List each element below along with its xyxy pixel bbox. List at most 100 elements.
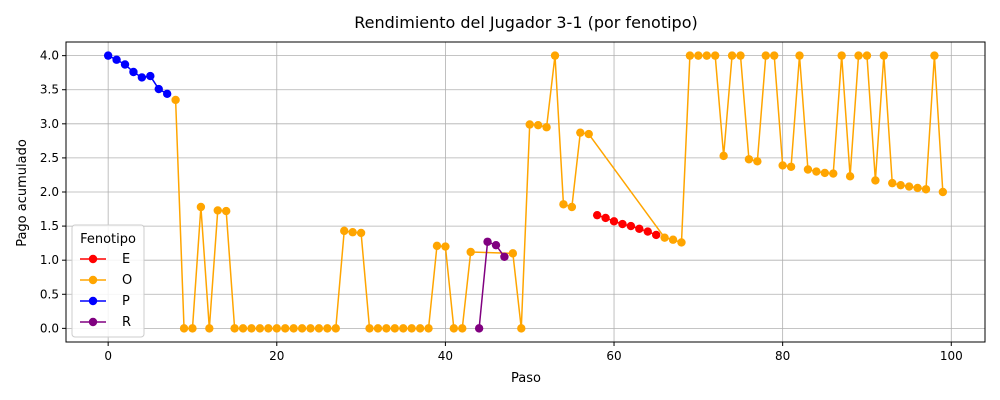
data-point-O bbox=[314, 324, 324, 333]
data-point-O bbox=[382, 324, 391, 333]
legend-label: O bbox=[122, 273, 132, 288]
data-point-O bbox=[542, 123, 551, 132]
data-point-O bbox=[786, 162, 796, 171]
series-R bbox=[474, 237, 509, 333]
data-point-O bbox=[365, 324, 374, 333]
data-point-O bbox=[576, 128, 585, 137]
data-point-P bbox=[137, 73, 147, 82]
legend-marker bbox=[88, 317, 98, 327]
legend-box bbox=[71, 224, 145, 338]
data-point-O bbox=[829, 169, 838, 178]
data-point-E bbox=[618, 219, 627, 229]
legend-item-R: R bbox=[80, 315, 131, 330]
data-point-O bbox=[255, 324, 265, 333]
data-point-O bbox=[550, 51, 560, 60]
y-tick-label: 3.5 bbox=[40, 83, 59, 97]
data-point-E bbox=[635, 224, 644, 234]
data-point-O bbox=[913, 183, 922, 193]
data-point-O bbox=[508, 249, 518, 258]
ticks: 0 20 40 60 80 100 0.0 0.5 1.0 1.5 2.0 2.5 3.0 3.5 4.0 bbox=[40, 49, 963, 363]
y-tick-label: 1.0 bbox=[40, 253, 59, 267]
x-tick-label: 0 bbox=[104, 349, 112, 363]
data-point-O bbox=[668, 235, 678, 244]
data-point-O bbox=[812, 167, 821, 176]
legend-item-O: O bbox=[80, 273, 132, 288]
data-point-O bbox=[247, 324, 256, 333]
data-point-O bbox=[702, 51, 711, 60]
data-point-O bbox=[719, 151, 728, 161]
data-point-O bbox=[323, 324, 332, 333]
data-point-O bbox=[399, 324, 408, 333]
data-point-O bbox=[837, 51, 846, 60]
data-point-O bbox=[896, 180, 905, 190]
data-point-O bbox=[424, 324, 433, 333]
data-point-E bbox=[609, 217, 619, 226]
data-point-O bbox=[289, 324, 298, 333]
legend-label: R bbox=[122, 315, 131, 330]
data-point-O bbox=[171, 95, 180, 105]
legend-label: P bbox=[122, 294, 130, 309]
y-tick-label: 0.5 bbox=[40, 287, 59, 301]
y-tick-label: 0.0 bbox=[40, 321, 59, 335]
data-point-O bbox=[567, 202, 577, 212]
data-point-O bbox=[904, 182, 914, 191]
data-point-O bbox=[770, 51, 779, 60]
data-point-O bbox=[196, 202, 206, 212]
data-point-O bbox=[820, 168, 830, 178]
data-point-O bbox=[871, 176, 880, 185]
data-point-R bbox=[500, 252, 509, 261]
data-point-P bbox=[162, 89, 172, 99]
x-tick-label: 100 bbox=[940, 349, 963, 363]
chart-title: Rendimiento del Jugador 3-1 (por fenotip… bbox=[354, 13, 698, 32]
data-point-O bbox=[854, 51, 863, 60]
data-point-O bbox=[711, 51, 720, 60]
legend-item-P: P bbox=[80, 294, 130, 309]
data-point-P bbox=[154, 84, 163, 94]
x-tick-label: 20 bbox=[269, 349, 284, 363]
data-point-P bbox=[112, 55, 121, 64]
data-point-O bbox=[736, 51, 745, 60]
data-point-R bbox=[483, 237, 492, 246]
data-point-O bbox=[297, 324, 307, 333]
data-point-O bbox=[795, 51, 804, 60]
x-tick-label: 80 bbox=[775, 349, 790, 363]
data-point-O bbox=[677, 238, 686, 247]
data-point-O bbox=[533, 120, 543, 130]
data-point-O bbox=[862, 51, 872, 60]
y-tick-label: 2.5 bbox=[40, 151, 59, 165]
data-point-O bbox=[230, 324, 239, 333]
data-point-O bbox=[921, 185, 931, 194]
data-point-O bbox=[938, 187, 948, 197]
data-point-E bbox=[651, 230, 661, 240]
y-tick-label: 4.0 bbox=[40, 49, 59, 63]
data-point-O bbox=[517, 324, 526, 333]
data-point-O bbox=[449, 324, 459, 333]
y-tick-label: 2.0 bbox=[40, 185, 59, 199]
data-point-O bbox=[407, 324, 416, 333]
legend-label: E bbox=[122, 252, 130, 267]
data-point-O bbox=[205, 324, 214, 333]
data-point-O bbox=[179, 324, 189, 333]
data-point-O bbox=[340, 226, 349, 236]
data-point-E bbox=[601, 213, 610, 223]
data-point-O bbox=[432, 241, 442, 251]
data-point-O bbox=[744, 155, 754, 164]
legend-title: Fenotipo bbox=[80, 232, 136, 247]
series-P bbox=[103, 51, 172, 99]
series-E bbox=[592, 210, 661, 240]
data-point-P bbox=[129, 67, 138, 77]
data-point-O bbox=[879, 51, 889, 60]
series-line-R bbox=[478, 240, 506, 329]
data-point-O bbox=[238, 324, 248, 333]
legend-marker bbox=[88, 296, 98, 306]
data-point-O bbox=[888, 178, 897, 188]
y-axis-label: Pago acumulado bbox=[15, 139, 30, 247]
data-point-O bbox=[373, 324, 383, 333]
data-point-O bbox=[803, 165, 813, 174]
data-point-O bbox=[272, 324, 281, 333]
data-point-E bbox=[626, 221, 636, 231]
data-point-O bbox=[694, 51, 703, 60]
data-point-O bbox=[213, 206, 222, 215]
